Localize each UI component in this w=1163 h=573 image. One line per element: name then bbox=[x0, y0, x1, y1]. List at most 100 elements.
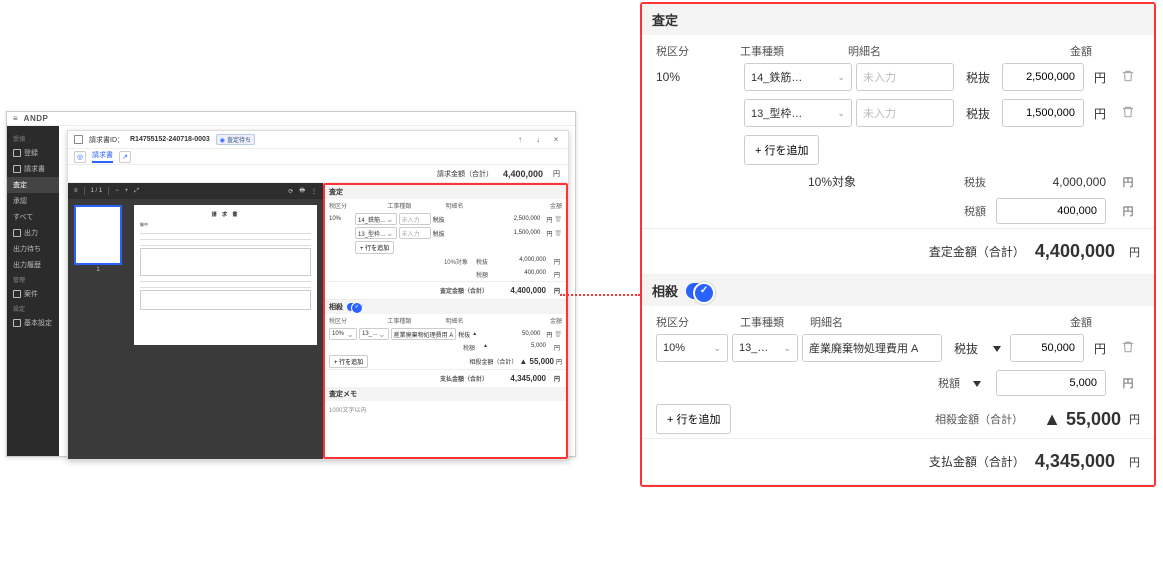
rail-item-project[interactable]: 案件 bbox=[7, 286, 59, 302]
offset-section-title: 相殺 bbox=[642, 275, 1154, 306]
assess-columns-header: 税区分 工事種類 明細名 金額 bbox=[642, 35, 1154, 59]
offset-total-label: 相殺金額（合計） bbox=[935, 411, 1023, 427]
close-button[interactable]: × bbox=[550, 134, 562, 146]
assess-total-label: 査定金額（合計） bbox=[656, 243, 1025, 260]
add-row-button[interactable]: + 行を追加 bbox=[656, 404, 731, 434]
rail-group-label: 受領 bbox=[7, 132, 59, 145]
document-icon bbox=[13, 165, 21, 173]
open-external-button[interactable]: ↗ bbox=[119, 151, 131, 163]
amount-input[interactable] bbox=[1002, 63, 1084, 91]
name-input[interactable]: 未入力 bbox=[856, 63, 954, 91]
offset-toggle-mini[interactable] bbox=[347, 303, 363, 311]
type-select-mini[interactable]: 14_鉄筋…⌄ bbox=[355, 213, 397, 225]
delete-row-button[interactable] bbox=[1116, 340, 1140, 357]
offset-toggle[interactable] bbox=[686, 283, 714, 299]
assess-section-title: 査定 bbox=[642, 4, 1154, 35]
assessment-form-mini: 査定 税区分 工事種類 明細名 金額 10% 14_鉄筋…⌄ 未入力 税抜 2,… bbox=[323, 183, 568, 459]
rail-item-approval[interactable]: 承認 bbox=[7, 193, 59, 209]
offset-columns-header: 税区分 工事種類 明細名 金額 bbox=[642, 306, 1154, 330]
trash-icon[interactable]: 🗑 bbox=[554, 331, 562, 338]
add-row-button-mini[interactable]: + 行を追加 bbox=[355, 241, 394, 254]
trash-icon bbox=[1121, 105, 1135, 119]
rail-group-label: 設定 bbox=[7, 302, 59, 315]
col-type: 工事種類 bbox=[740, 43, 848, 59]
amount-input[interactable] bbox=[1010, 334, 1084, 362]
trash-icon[interactable]: 🗑 bbox=[554, 230, 562, 237]
prev-button[interactable]: ↑ bbox=[514, 134, 526, 146]
type-select[interactable]: 13_型枠…⌄ bbox=[744, 99, 852, 127]
pdf-page-view: 請 求 書 御中 bbox=[128, 199, 323, 459]
tax-excl-label: 税抜 bbox=[946, 340, 986, 357]
col-tax: 税区分 bbox=[656, 43, 740, 59]
offset-tax-label: 税額 bbox=[860, 375, 960, 391]
pay-total-row: 支払金額（合計） 4,345,000 円 bbox=[642, 438, 1154, 485]
trash-icon[interactable]: 🗑 bbox=[554, 216, 562, 223]
offset-total-value: ▲ 55,000 bbox=[1043, 409, 1121, 430]
delete-row-button[interactable] bbox=[1116, 69, 1140, 86]
rail-item-settings[interactable]: 基本設定 bbox=[7, 315, 59, 331]
excl-value: 4,000,000 bbox=[996, 175, 1106, 189]
app-top-bar: ≡ ANDP bbox=[7, 112, 575, 126]
trash-icon bbox=[1121, 69, 1135, 83]
unit-label: 円 bbox=[1088, 105, 1112, 122]
rotate-icon[interactable]: ⟳ bbox=[288, 188, 293, 195]
tax-label: 税額 bbox=[886, 203, 986, 219]
memo-hint-mini: 1000文字以内 bbox=[325, 401, 566, 418]
add-row-button-mini[interactable]: + 行を追加 bbox=[329, 355, 368, 368]
pdf-menu-icon[interactable]: ≡ bbox=[74, 188, 78, 194]
type-select-mini[interactable]: 13_型枠…⌄ bbox=[355, 227, 397, 239]
excl-label: 税抜 bbox=[886, 174, 986, 190]
pdf-page: 請 求 書 御中 bbox=[134, 205, 317, 345]
type-select[interactable]: 13_…⌄ bbox=[732, 334, 798, 362]
pay-total-label: 支払金額（合計） bbox=[656, 453, 1025, 470]
rail-item-output-history[interactable]: 出力履歴 bbox=[7, 257, 59, 273]
name-input[interactable]: 未入力 bbox=[856, 99, 954, 127]
left-rail: 受領 登録 請求書 査定 承認 すべて 出力 出力待ち 出力履歴 管理 案件 設… bbox=[7, 126, 59, 456]
delete-row-button[interactable] bbox=[1116, 105, 1140, 122]
assess-total-value: 4,400,000 bbox=[1035, 241, 1115, 262]
add-row-button[interactable]: + 行を追加 bbox=[744, 135, 819, 165]
offset-tax-input[interactable] bbox=[996, 370, 1106, 396]
assess-section-title-mini: 査定 bbox=[325, 185, 566, 199]
tax-rate-label: 10% bbox=[656, 70, 740, 84]
hamburger-icon[interactable]: ≡ bbox=[13, 114, 18, 123]
more-icon[interactable]: ⋮ bbox=[311, 188, 317, 195]
negative-indicator-icon bbox=[973, 381, 981, 387]
zoom-in-icon[interactable]: + bbox=[125, 188, 129, 194]
tax-subject-label: 10%対象 bbox=[808, 173, 856, 190]
modal-tabs: ◎ 請求書 ↗ bbox=[68, 149, 568, 165]
zoom-out-icon[interactable]: − bbox=[115, 188, 119, 194]
tax-amount-input[interactable] bbox=[996, 198, 1106, 224]
invoice-total-value: 4,400,000 bbox=[503, 169, 543, 179]
assess-total-row: 査定金額（合計） 4,400,000 円 bbox=[642, 228, 1154, 275]
name-select-mini[interactable]: 産業廃棄物処理費用 A bbox=[391, 328, 457, 340]
rail-item-invoice[interactable]: 請求書 bbox=[7, 161, 59, 177]
amount-input[interactable] bbox=[1002, 99, 1084, 127]
rail-item-output-pending[interactable]: 出力待ち bbox=[7, 241, 59, 257]
pdf-thumbnail[interactable] bbox=[74, 205, 122, 265]
print-icon[interactable]: 🖶 bbox=[299, 186, 305, 196]
type-select[interactable]: 14_鉄筋…⌄ bbox=[744, 63, 852, 91]
status-badge: ◉査定待ち bbox=[216, 134, 255, 145]
invoice-total-label: 請求金額（合計） bbox=[437, 169, 493, 179]
doc-tab-icon[interactable]: ◎ bbox=[74, 151, 86, 163]
chevron-down-icon: ⌄ bbox=[837, 72, 845, 83]
rail-item-register[interactable]: 登録 bbox=[7, 145, 59, 161]
pdf-page-counter: 1 / 1 bbox=[91, 188, 103, 194]
name-input-mini[interactable]: 未入力 bbox=[399, 227, 431, 239]
rail-item-output[interactable]: 出力 bbox=[7, 225, 59, 241]
next-button[interactable]: ↓ bbox=[532, 134, 544, 146]
fit-icon[interactable]: ⤢ bbox=[134, 188, 139, 195]
tax-select-mini[interactable]: 10%⌄ bbox=[329, 328, 357, 340]
name-select[interactable]: 産業廃棄物処理費用 A bbox=[802, 334, 942, 362]
chevron-down-icon: ⌄ bbox=[837, 108, 845, 119]
tax-excl-label: 税抜 bbox=[958, 105, 998, 122]
type-select-mini[interactable]: 13_…⌄ bbox=[359, 328, 389, 340]
project-icon bbox=[13, 290, 21, 298]
rail-item-all[interactable]: すべて bbox=[7, 209, 59, 225]
doc-id-value: R14755152-240718-0003 bbox=[130, 136, 210, 143]
tax-select[interactable]: 10%⌄ bbox=[656, 334, 728, 362]
rail-item-assessment[interactable]: 査定 bbox=[7, 177, 59, 193]
name-input-mini[interactable]: 未入力 bbox=[399, 213, 431, 225]
tab-invoice[interactable]: 請求書 bbox=[92, 150, 113, 163]
